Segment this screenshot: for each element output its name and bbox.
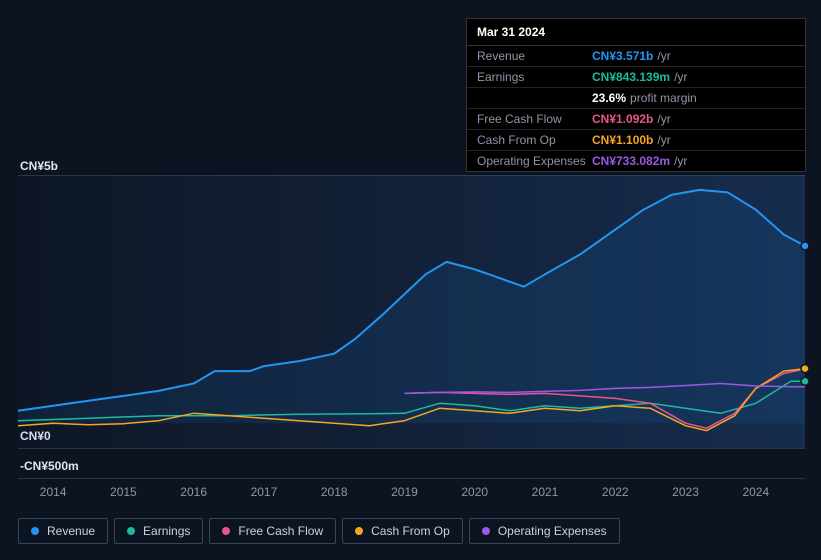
legend-dot	[31, 527, 39, 535]
legend-item-cash-from-op[interactable]: Cash From Op	[342, 518, 463, 544]
tooltip-value: CN¥1.092b	[592, 112, 653, 126]
x-tick: 2014	[40, 485, 67, 499]
legend-item-operating-expenses[interactable]: Operating Expenses	[469, 518, 620, 544]
tooltip-label: Cash From Op	[477, 133, 592, 147]
data-tooltip: Mar 31 2024 RevenueCN¥3.571b/yrEarningsC…	[466, 18, 806, 172]
tooltip-suffix: /yr	[674, 70, 687, 84]
tooltip-value: 23.6%	[592, 91, 626, 105]
x-tick: 2019	[391, 485, 418, 499]
x-tick: 2024	[742, 485, 769, 499]
tooltip-suffix: /yr	[657, 112, 670, 126]
tooltip-label: Revenue	[477, 49, 592, 63]
tooltip-value: CN¥1.100b	[592, 133, 653, 147]
legend-item-free-cash-flow[interactable]: Free Cash Flow	[209, 518, 336, 544]
x-tick: 2021	[532, 485, 559, 499]
chart-svg	[18, 175, 805, 448]
x-tick: 2015	[110, 485, 137, 499]
legend-dot	[482, 527, 490, 535]
x-tick: 2016	[180, 485, 207, 499]
tooltip-row: EarningsCN¥843.139m/yr	[467, 67, 805, 88]
chart-legend: Revenue Earnings Free Cash Flow Cash From O…	[18, 518, 620, 544]
legend-dot	[222, 527, 230, 535]
legend-label: Earnings	[143, 524, 190, 538]
tooltip-value: CN¥733.082m	[592, 154, 670, 168]
tooltip-date: Mar 31 2024	[467, 19, 805, 46]
x-tick: 2022	[602, 485, 629, 499]
tooltip-row: Free Cash FlowCN¥1.092b/yr	[467, 109, 805, 130]
tooltip-suffix: profit margin	[630, 91, 697, 105]
legend-label: Cash From Op	[371, 524, 450, 538]
legend-dot	[355, 527, 363, 535]
tooltip-label: Operating Expenses	[477, 154, 592, 168]
tooltip-label: Free Cash Flow	[477, 112, 592, 126]
grid-line	[18, 448, 805, 449]
legend-label: Operating Expenses	[498, 524, 607, 538]
y-max-label: CN¥5b	[20, 159, 58, 173]
tooltip-row: 23.6% profit margin	[467, 88, 805, 109]
tooltip-label: Earnings	[477, 70, 592, 84]
legend-dot	[127, 527, 135, 535]
tooltip-suffix: /yr	[657, 133, 670, 147]
x-tick: 2018	[321, 485, 348, 499]
x-tick: 2017	[251, 485, 278, 499]
y-min-label: -CN¥500m	[20, 459, 79, 473]
tooltip-value: CN¥3.571b	[592, 49, 653, 63]
tooltip-row: Operating ExpensesCN¥733.082m/yr	[467, 151, 805, 171]
legend-item-revenue[interactable]: Revenue	[18, 518, 108, 544]
tooltip-suffix: /yr	[674, 154, 687, 168]
x-tick: 2023	[672, 485, 699, 499]
chart-plot[interactable]	[18, 175, 805, 448]
tooltip-row: RevenueCN¥3.571b/yr	[467, 46, 805, 67]
tooltip-suffix: /yr	[657, 49, 670, 63]
grid-line	[18, 478, 805, 479]
legend-item-earnings[interactable]: Earnings	[114, 518, 203, 544]
legend-label: Revenue	[47, 524, 95, 538]
tooltip-label	[477, 91, 592, 105]
legend-label: Free Cash Flow	[238, 524, 323, 538]
tooltip-value: CN¥843.139m	[592, 70, 670, 84]
tooltip-row: Cash From OpCN¥1.100b/yr	[467, 130, 805, 151]
x-tick: 2020	[461, 485, 488, 499]
